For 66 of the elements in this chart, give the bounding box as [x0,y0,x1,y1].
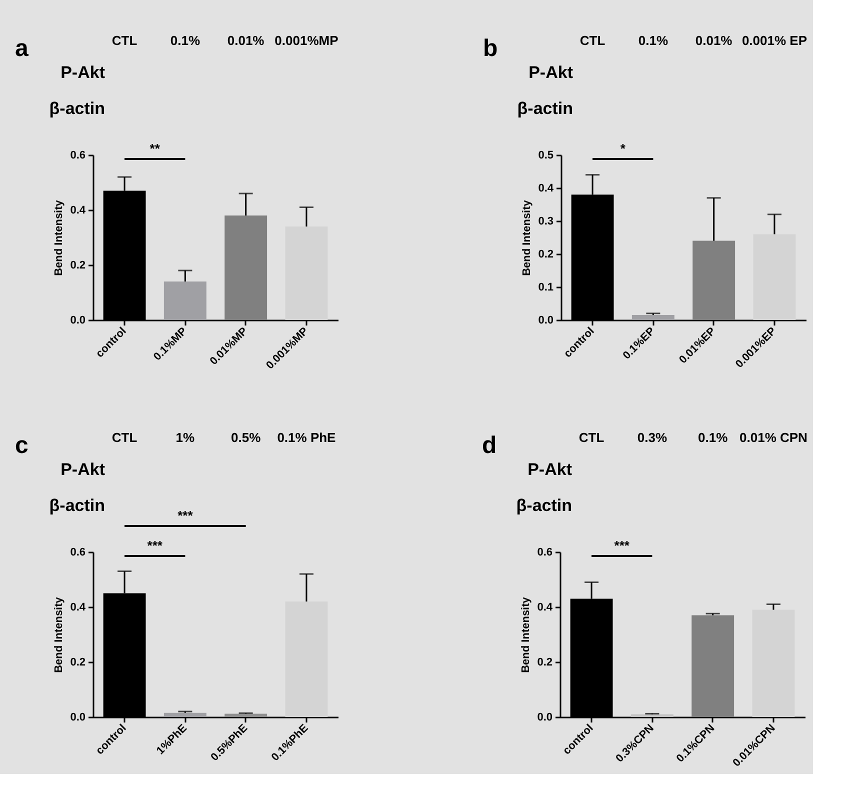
chart-title: c [15,432,28,459]
y-tick-label: 0.4 [538,182,554,194]
y-axis-title: Bend Intensity [53,199,66,276]
annotation: * [620,141,626,156]
text: P-Akt [60,460,106,479]
text: 0.1% [638,33,668,48]
text: β-actin [49,99,105,118]
y-tick-label: 0.6 [537,546,552,558]
y-tick-label: 0.2 [70,656,86,668]
bar [224,714,268,717]
text: CTL [112,430,138,445]
annotation: ** [150,141,161,156]
text: 0.01% CPN [740,430,808,445]
y-tick-label: 0.4 [70,602,86,614]
text: P-Akt [60,63,106,82]
y-axis-title: Bend Intensity [53,596,66,673]
text: 0.01% [227,33,265,48]
y-tick-label: 0.5 [538,150,554,162]
bar [224,216,268,320]
y-tick-label: 0.2 [537,656,552,668]
bar [164,282,206,320]
bar [692,615,734,717]
text: 0.5% [231,430,262,445]
y-tick-label: 0.2 [70,260,86,272]
bar [164,712,206,717]
bar [285,226,328,320]
y-axis-title: Bend Intensity [520,596,532,673]
y-tick-label: 0.0 [538,314,554,326]
text: P-Akt [528,63,574,82]
text: β-actin [49,496,105,515]
y-tick-label: 0.1 [538,282,554,294]
text: CTL [578,430,604,445]
y-tick-label: 0.0 [70,712,86,724]
y-tick-label: 0.0 [537,712,552,724]
text: 0.01% [695,33,733,48]
bar [752,610,795,717]
bar [632,315,674,320]
text: 0.3% [637,430,668,445]
text: 0.001%MP [274,33,339,48]
y-tick-label: 0.4 [70,204,86,216]
text: 0.1% [170,33,200,48]
bar [692,240,736,320]
text: 0.001% EP [742,33,808,48]
y-axis-title: Bend Intensity [521,199,534,276]
y-tick-label: 0.3 [538,216,554,228]
text: β-actin [516,496,572,515]
annotation: *** [614,538,630,553]
y-tick-label: 0.4 [537,602,554,614]
annotation: *** [147,538,164,553]
bar [753,234,796,320]
text: CTL [112,33,138,48]
text: 0.1% [698,430,728,445]
text: β-actin [517,99,573,118]
chart-title: b [483,35,498,62]
y-tick-label: 0.6 [70,150,86,162]
text: CTL [580,33,606,48]
text: 1% [176,430,196,445]
text: *** [178,508,194,523]
chart-title: a [15,35,29,62]
text: P-Akt [528,460,572,479]
y-tick-label: 0.2 [538,248,554,260]
bar [630,714,674,717]
bar [285,602,328,717]
y-tick-label: 0.6 [70,546,86,558]
chart-title: d [482,432,497,459]
text: 0.1% PhE [277,430,336,445]
